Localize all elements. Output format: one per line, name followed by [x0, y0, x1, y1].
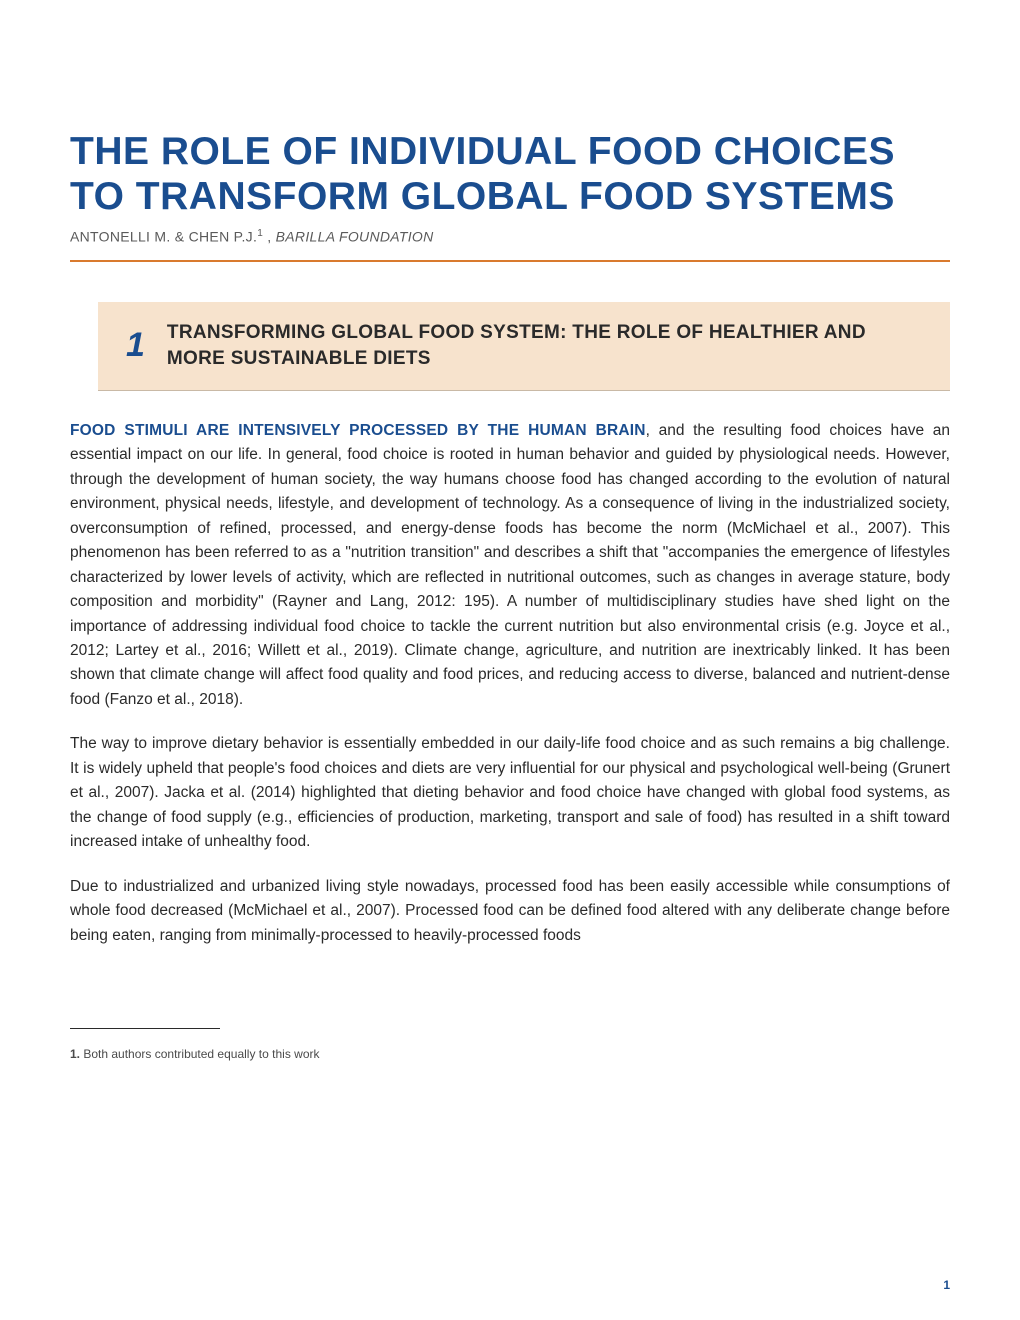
- author-line: ANTONELLI M. & CHEN P.J.1 , BARILLA FOUN…: [70, 228, 950, 245]
- footnote-text: Both authors contributed equally to this…: [80, 1047, 319, 1061]
- page-number: 1: [943, 1278, 950, 1292]
- paragraph-1: FOOD STIMULI ARE INTENSIVELY PROCESSED B…: [70, 419, 950, 713]
- section-number: 1: [112, 326, 167, 365]
- divider-rule: [70, 260, 950, 262]
- organization: BARILLA FOUNDATION: [276, 228, 434, 244]
- authors: ANTONELLI M. & CHEN P.J.: [70, 228, 257, 244]
- paragraph-3: Due to industrialized and urbanized livi…: [70, 875, 950, 948]
- section-header-box: 1 TRANSFORMING GLOBAL FOOD SYSTEM: THE R…: [98, 302, 950, 390]
- footnote-rule: [70, 1028, 220, 1029]
- author-separator: ,: [263, 228, 276, 244]
- document-title: THE ROLE OF INDIVIDUAL FOOD CHOICES TO T…: [70, 130, 950, 220]
- footnote: 1. Both authors contributed equally to t…: [70, 1047, 950, 1061]
- paragraph-2: The way to improve dietary behavior is e…: [70, 732, 950, 854]
- section-title: TRANSFORMING GLOBAL FOOD SYSTEM: THE ROL…: [167, 320, 926, 371]
- footnote-number: 1.: [70, 1047, 80, 1061]
- paragraph-1-lead: FOOD STIMULI ARE INTENSIVELY PROCESSED B…: [70, 422, 646, 439]
- paragraph-1-rest: , and the resulting food choices have an…: [70, 422, 950, 708]
